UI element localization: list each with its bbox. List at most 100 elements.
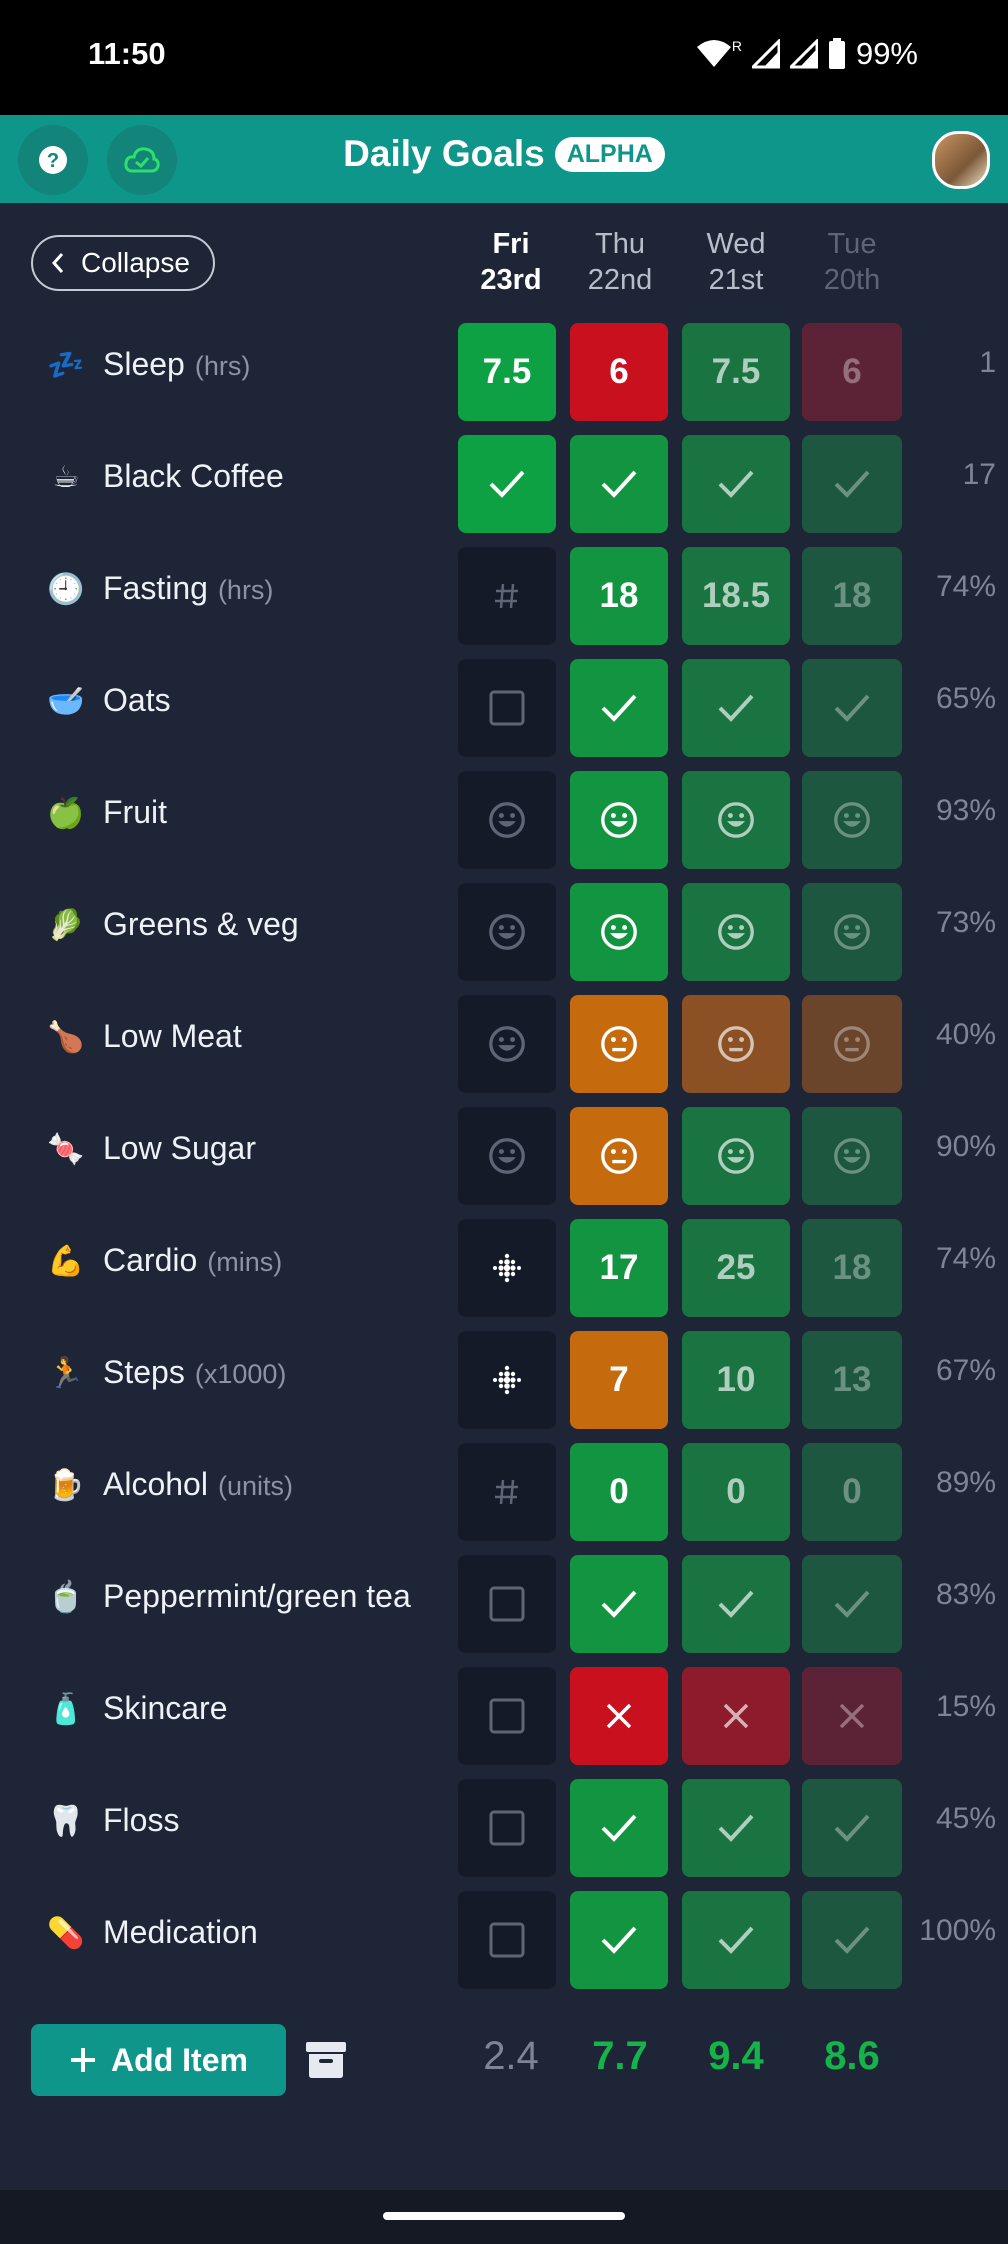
goal-label[interactable]: Medication	[103, 1914, 258, 1951]
goal-cell[interactable]	[570, 995, 668, 1093]
goal-cell[interactable]	[682, 435, 790, 533]
day-column-header[interactable]: Tue 20th	[802, 226, 902, 298]
goal-cell[interactable]: 18	[802, 547, 902, 645]
goal-cell[interactable]	[570, 771, 668, 869]
goal-cell[interactable]	[570, 435, 668, 533]
goal-label[interactable]: Low Sugar	[103, 1130, 256, 1167]
goal-cell[interactable]: 6	[570, 323, 668, 421]
goal-row: 💊 Medication 100%	[0, 1878, 1008, 1990]
goal-cell[interactable]: 25	[682, 1219, 790, 1317]
goal-cell[interactable]	[682, 1555, 790, 1653]
goal-stat: 73%	[935, 906, 996, 939]
goal-cell[interactable]: 7.5	[682, 323, 790, 421]
goal-label[interactable]: Sleep (hrs)	[103, 346, 250, 383]
goal-label[interactable]: Low Meat	[103, 1018, 242, 1055]
goal-label[interactable]: Black Coffee	[103, 458, 284, 495]
goal-cell[interactable]	[458, 995, 556, 1093]
goal-cell[interactable]	[802, 995, 902, 1093]
goal-cell[interactable]	[570, 1555, 668, 1653]
day-column-header[interactable]: Thu 22nd	[570, 226, 670, 298]
goal-cell[interactable]	[802, 1107, 902, 1205]
goal-cell[interactable]	[458, 435, 556, 533]
goal-name: Sleep	[103, 346, 185, 382]
goal-cell[interactable]	[570, 1667, 668, 1765]
goal-cell[interactable]	[458, 883, 556, 981]
goal-cell[interactable]	[458, 1331, 556, 1429]
goal-label[interactable]: Alcohol (units)	[103, 1466, 293, 1503]
avatar[interactable]	[932, 131, 990, 189]
goal-cell[interactable]: 13	[802, 1331, 902, 1429]
goal-name: Fasting	[103, 570, 208, 606]
goal-label[interactable]: Peppermint/green tea	[103, 1578, 411, 1615]
goal-cell[interactable]	[458, 1779, 556, 1877]
goal-cell[interactable]: 17	[570, 1219, 668, 1317]
home-gesture-pill[interactable]	[383, 2212, 625, 2220]
goal-cell[interactable]: 18	[570, 547, 668, 645]
cloud-sync-button[interactable]	[107, 125, 177, 195]
check-icon	[834, 1926, 870, 1954]
goal-label[interactable]: Greens & veg	[103, 906, 299, 943]
goal-cell[interactable]	[802, 435, 902, 533]
goal-name: Fruit	[103, 794, 167, 830]
day-column-header[interactable]: Fri 23rd	[461, 226, 561, 298]
goal-cell[interactable]	[802, 1779, 902, 1877]
goal-cell[interactable]	[570, 1891, 668, 1989]
goal-label[interactable]: Floss	[103, 1802, 179, 1839]
empty-checkbox-icon	[489, 1586, 525, 1622]
goal-cell[interactable]	[802, 1891, 902, 1989]
goal-cell[interactable]	[570, 1779, 668, 1877]
goal-cell[interactable]	[570, 1107, 668, 1205]
goal-cell[interactable]	[682, 1107, 790, 1205]
goal-label[interactable]: Fasting (hrs)	[103, 570, 273, 607]
goal-cell[interactable]	[458, 547, 556, 645]
goal-cell[interactable]	[458, 1107, 556, 1205]
add-item-button[interactable]: Add Item	[31, 2024, 286, 2096]
goal-cell[interactable]	[458, 1891, 556, 1989]
goal-cell[interactable]: 7	[570, 1331, 668, 1429]
goal-cell[interactable]	[682, 1667, 790, 1765]
goal-cell[interactable]: 10	[682, 1331, 790, 1429]
goal-cell[interactable]	[570, 883, 668, 981]
day-column-header[interactable]: Wed 21st	[686, 226, 786, 298]
goal-name: Oats	[103, 682, 171, 718]
check-icon	[489, 470, 525, 498]
goal-cell[interactable]	[458, 1667, 556, 1765]
goal-cell[interactable]	[458, 1219, 556, 1317]
goal-cell[interactable]	[458, 771, 556, 869]
goal-label[interactable]: Oats	[103, 682, 171, 719]
goal-cell[interactable]	[802, 883, 902, 981]
day-date: 21st	[708, 264, 764, 296]
goal-cell[interactable]	[682, 771, 790, 869]
goal-cell[interactable]: 18.5	[682, 547, 790, 645]
goal-cell[interactable]	[802, 659, 902, 757]
goal-cell[interactable]: 18	[802, 1219, 902, 1317]
goal-cell[interactable]	[458, 1443, 556, 1541]
goal-cell[interactable]	[682, 883, 790, 981]
goal-cell[interactable]: 7.5	[458, 323, 556, 421]
cell-value: 7	[609, 1360, 629, 1399]
cell-value: 6	[842, 352, 862, 391]
goal-cell[interactable]	[802, 1555, 902, 1653]
goal-cell[interactable]	[458, 659, 556, 757]
goal-cell[interactable]	[570, 659, 668, 757]
goal-cell[interactable]	[458, 1555, 556, 1653]
archive-icon[interactable]	[305, 2040, 347, 2080]
goal-label[interactable]: Cardio (mins)	[103, 1242, 282, 1279]
goal-label[interactable]: Fruit	[103, 794, 167, 831]
goal-unit: (x1000)	[194, 1359, 287, 1389]
goal-cell[interactable]: 6	[802, 323, 902, 421]
goal-cell[interactable]	[802, 771, 902, 869]
goal-stat: 1	[979, 346, 996, 379]
goal-cell[interactable]	[682, 1779, 790, 1877]
goal-cell[interactable]: 0	[802, 1443, 902, 1541]
goal-cell[interactable]: 0	[682, 1443, 790, 1541]
collapse-button[interactable]: Collapse	[31, 235, 215, 291]
help-button[interactable]: ?	[18, 125, 88, 195]
goal-cell[interactable]	[682, 659, 790, 757]
goal-cell[interactable]	[682, 995, 790, 1093]
goal-label[interactable]: Skincare	[103, 1690, 228, 1727]
goal-cell[interactable]	[682, 1891, 790, 1989]
goal-cell[interactable]	[802, 1667, 902, 1765]
goal-cell[interactable]: 0	[570, 1443, 668, 1541]
goal-label[interactable]: Steps (x1000)	[103, 1354, 286, 1391]
